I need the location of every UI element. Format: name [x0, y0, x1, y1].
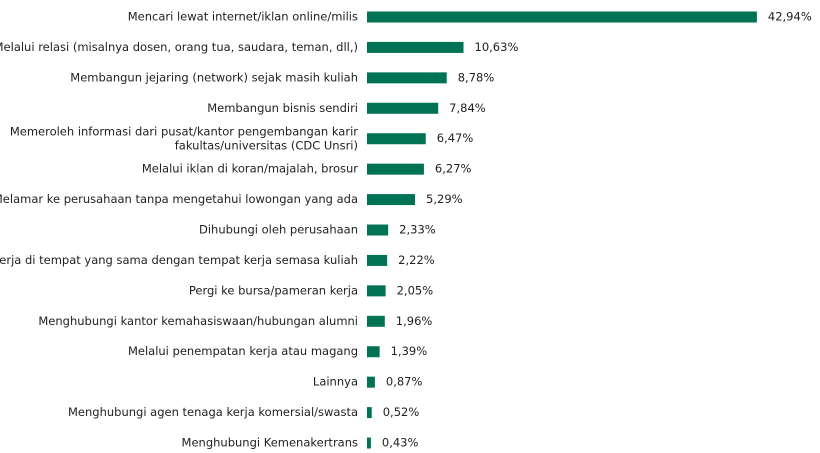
bar — [367, 407, 372, 419]
value-label: 1,39% — [391, 344, 428, 358]
value-label: 0,52% — [383, 405, 420, 419]
bar — [367, 72, 447, 84]
bar — [367, 376, 375, 388]
category-label: Menghubungi Kemenakertrans — [182, 436, 358, 450]
category-label: Pergi ke bursa/pameran kerja — [189, 283, 358, 297]
bar — [367, 315, 385, 327]
category-label: Dihubungi oleh perusahaan — [199, 223, 358, 237]
value-label: 6,47% — [437, 131, 474, 145]
category-label: Lainnya — [313, 375, 358, 389]
value-label: 7,84% — [449, 101, 486, 115]
bar — [367, 346, 380, 358]
bar — [367, 224, 389, 236]
bar — [367, 163, 424, 175]
category-label: Melalui penempatan kerja atau magang — [128, 344, 358, 358]
value-label: 42,94% — [768, 10, 812, 24]
value-label: 0,87% — [386, 375, 423, 389]
value-label: 10,63% — [475, 40, 519, 54]
value-label: 5,29% — [426, 192, 463, 206]
value-label: 0,43% — [382, 436, 419, 450]
bar — [367, 194, 416, 206]
bar — [367, 437, 371, 449]
value-label: 6,27% — [435, 162, 472, 176]
bar — [367, 41, 464, 53]
category-label: Melalui iklan di koran/majalah, brosur — [142, 162, 358, 176]
bar — [367, 102, 439, 114]
value-label: 2,05% — [397, 283, 434, 297]
bar — [367, 285, 386, 297]
category-label: Menghubungi kantor kemahasiswaan/hubunga… — [38, 314, 358, 328]
category-label: Mencari lewat internet/iklan online/mili… — [128, 10, 358, 24]
bar — [367, 133, 426, 145]
bar — [367, 254, 388, 266]
category-label: Melalui relasi (misalnya dosen, orang tu… — [0, 40, 358, 54]
category-label: Melamar ke perusahaan tanpa mengetahui l… — [0, 192, 358, 206]
category-label: Bekerja di tempat yang sama dengan tempa… — [0, 253, 358, 267]
category-label: Menghubungi agen tenaga kerja komersial/… — [68, 405, 358, 419]
value-label: 1,96% — [396, 314, 433, 328]
value-label: 2,22% — [398, 253, 435, 267]
bar — [367, 11, 757, 23]
value-label: 8,78% — [458, 70, 495, 84]
category-label: Membangun bisnis sendiri — [207, 101, 358, 115]
category-label: Memeroleh informasi dari pusat/kantor pe… — [10, 124, 358, 152]
value-label: 2,33% — [399, 223, 436, 237]
category-label: Membangun jejaring (network) sejak masih… — [70, 70, 358, 84]
